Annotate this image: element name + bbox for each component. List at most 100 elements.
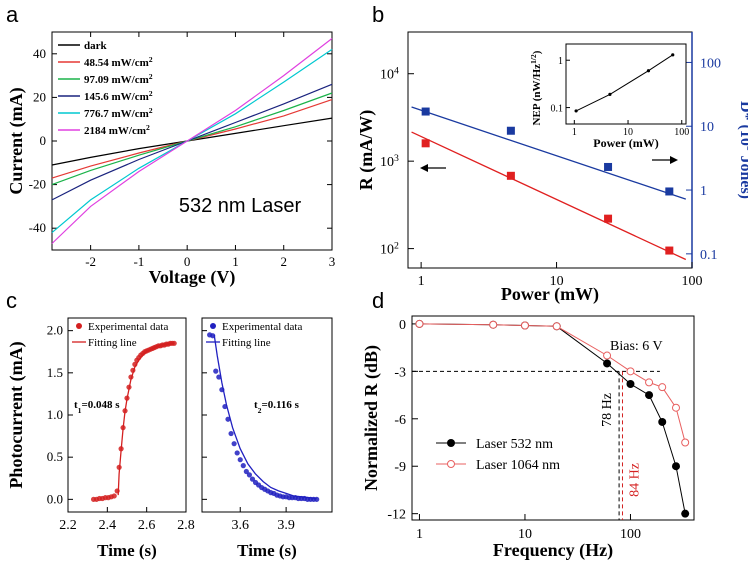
inset-point-b	[608, 92, 612, 96]
inset-point-b	[646, 69, 651, 73]
x-tick-label-d: 1	[416, 527, 423, 542]
series-marker-d-1	[552, 322, 561, 331]
y-axis-label-a: Current (mA)	[6, 87, 27, 194]
data-point-c-1	[225, 416, 231, 422]
x-tick-label-a: -1	[133, 254, 144, 269]
cutoff-label-d-1: 84 Hz	[627, 463, 642, 497]
y-tick-label-b-part: 3	[394, 153, 399, 164]
series-marker-d-1	[681, 438, 690, 447]
y2-tick-label-b: 0.1	[700, 248, 718, 263]
x-tick-label-c: 2.6	[138, 518, 156, 533]
data-point-c-0	[128, 374, 134, 380]
series-marker-d-0	[626, 380, 635, 388]
legend-label-d: Laser 532 nm	[476, 437, 553, 452]
series-marker-d-1	[603, 351, 612, 360]
legend-label-c: Fitting line	[88, 337, 137, 349]
inset-y-label: NEP (nW/Hz1/2)	[529, 50, 544, 125]
y-tick-label-a: 20	[33, 89, 46, 104]
legend-label-a-part: 2	[149, 72, 153, 81]
fit-line-b-0	[411, 131, 687, 261]
left-axis-arrow-head	[420, 164, 428, 172]
x-tick-label-a: 2	[280, 254, 287, 269]
y2-axis-label-part: Jones)	[737, 151, 748, 199]
data-point-c-1	[222, 403, 228, 410]
x-axis-label-a: Voltage (V)	[149, 267, 236, 288]
legend-label-d: Laser 1064 nm	[476, 458, 560, 473]
x-tick-label-b: 10	[550, 274, 564, 289]
legend-label-c: Experimental data	[222, 321, 302, 333]
y-axis-label-d: Normalized R (dB)	[361, 345, 382, 491]
data-point-c-0	[111, 493, 117, 499]
series-marker-d-0	[681, 509, 690, 518]
panel-label-a: a	[6, 2, 19, 27]
y-tick-label-d: -3	[394, 365, 406, 380]
legend-label-a: 2184 mW/cm2	[84, 123, 150, 138]
inset-x-tick-label: 10	[623, 127, 633, 138]
y-tick-label-d: -6	[394, 413, 406, 428]
series-marker-d-1	[415, 319, 424, 328]
x-tick-label-a: 0	[184, 254, 191, 269]
time-constant-label-part: 1	[78, 406, 82, 415]
x-tick-label-b: 100	[682, 274, 703, 289]
y-tick-label-c: 0.0	[47, 491, 63, 506]
y2-tick-label-b: 1	[700, 184, 707, 199]
legend-label-a-part: 48.54 mW/cm	[84, 57, 149, 69]
y-tick-label-b-part: 10	[380, 243, 394, 258]
series-marker-d-1	[658, 383, 667, 392]
series-marker-d-1	[671, 403, 680, 412]
legend-marker-d	[447, 439, 455, 447]
annotation-d: Bias: 6 V	[610, 339, 663, 354]
inset-x-tick-label: 100	[674, 127, 689, 138]
time-constant-label: t2=0.116 s	[254, 399, 300, 415]
panel-label-b: b	[372, 2, 384, 27]
data-marker-b-0	[506, 171, 515, 180]
y-tick-label-b-part: 10	[380, 155, 394, 170]
x-tick-label-a: 1	[232, 254, 239, 269]
y-axis-label-b: R (mA/W)	[356, 110, 377, 190]
legend-label-a-part: 2	[149, 106, 153, 115]
data-point-c-0	[122, 408, 128, 414]
y-tick-label-d: 0	[399, 318, 406, 333]
time-constant-label-part: t	[254, 399, 258, 411]
series-marker-d-1	[489, 320, 498, 329]
x-tick-label-c: 2.4	[99, 518, 117, 533]
series-marker-d-0	[645, 391, 654, 400]
data-point-c-1	[228, 430, 234, 437]
data-marker-b-0	[665, 246, 674, 255]
x-tick-label-a: 3	[329, 254, 336, 269]
data-point-c-1	[240, 463, 246, 469]
y-tick-label-c: 0.5	[47, 449, 63, 464]
y-tick-label-d: -9	[394, 460, 406, 475]
inset-y-label-part: 1/2	[529, 54, 538, 64]
legend-label-c: Experimental data	[88, 321, 168, 333]
legend-label-c: Fitting line	[222, 337, 271, 349]
data-point-c-1	[246, 472, 253, 478]
legend-marker-d	[447, 460, 455, 468]
data-point-c-1	[216, 374, 222, 380]
y2-axis-label-b: D* (109 Jones)	[737, 101, 748, 199]
time-constant-label-part: 2	[258, 406, 262, 415]
fit-line-b-1	[411, 106, 687, 200]
inset-y-label-part: NEP (nW/Hz	[531, 64, 543, 126]
data-point-c-0	[130, 367, 136, 373]
right-axis-arrow-head	[670, 156, 678, 164]
inset-x-label: Power (mW)	[593, 136, 658, 150]
x-axis-label-c: Time (s)	[97, 541, 157, 560]
fit-line-c-0	[117, 342, 175, 496]
inset-line-b	[575, 54, 674, 112]
series-marker-d-1	[645, 378, 654, 387]
data-point-c-0	[116, 464, 122, 470]
data-point-c-1	[213, 368, 219, 374]
legend-label-a: dark	[84, 40, 108, 52]
y-tick-label-c: 2.0	[47, 323, 63, 338]
series-marker-d-0	[671, 462, 680, 471]
plot-frame-d	[411, 315, 695, 521]
time-constant-label-part: =0.048 s	[82, 399, 121, 411]
data-point-c-1	[314, 496, 320, 502]
y-tick-label-d: -12	[387, 508, 406, 523]
iv-curve-5	[51, 38, 333, 244]
legend-label-a-part: 2184 mW/cm	[84, 125, 146, 137]
y-axis-label-c: Photocurrent (mA)	[6, 341, 27, 488]
legend-label-a-part: 2	[149, 55, 153, 64]
